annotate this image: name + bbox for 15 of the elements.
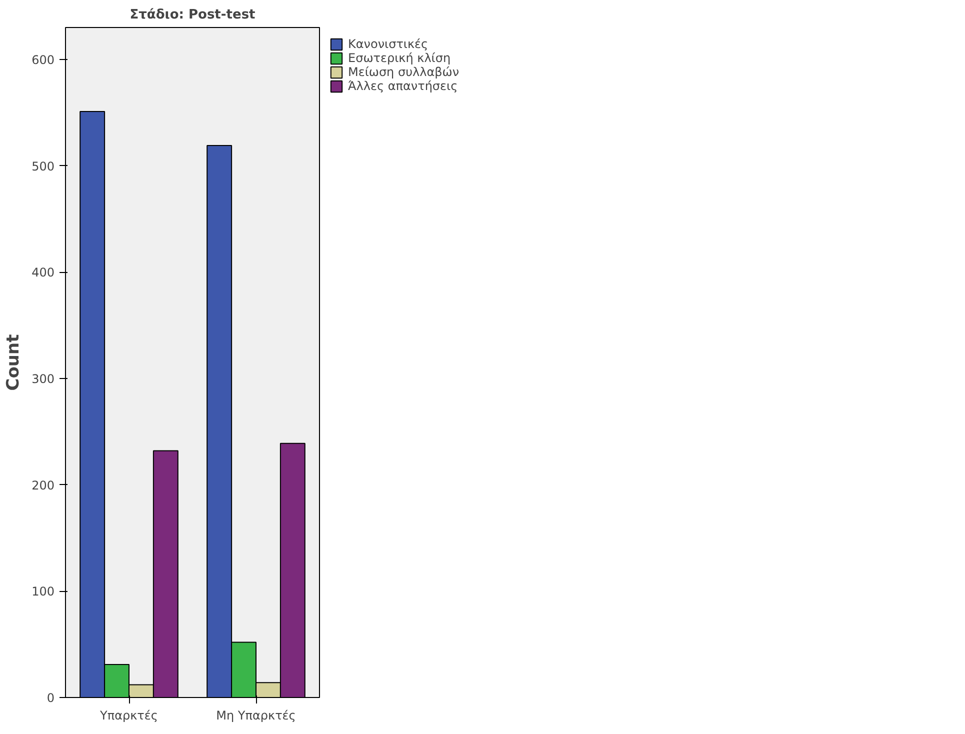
y-tick-label: 100 [32,584,54,599]
legend-label: Κανονιστικές [348,37,428,51]
y-tick-label: 0 [46,691,55,705]
chart-title: Στάδιο: Post-test [130,8,256,22]
y-tick-label: 200 [32,478,54,492]
y-tick-label: 300 [32,372,54,386]
x-tick-label: Μη Υπαρκτές [216,708,296,722]
y-tick-label: 600 [32,52,54,67]
y-axis-title: Count [4,334,24,391]
x-tick-label: Υπαρκτές [99,708,158,722]
y-tick-label: 400 [32,266,54,280]
legend-label: Άλλες απαντήσεις [348,79,458,93]
legend-label: Μείωση συλλαβών [348,65,460,79]
y-tick-label: 500 [32,159,54,174]
legend-label: Εσωτερική κλίση [348,51,451,65]
